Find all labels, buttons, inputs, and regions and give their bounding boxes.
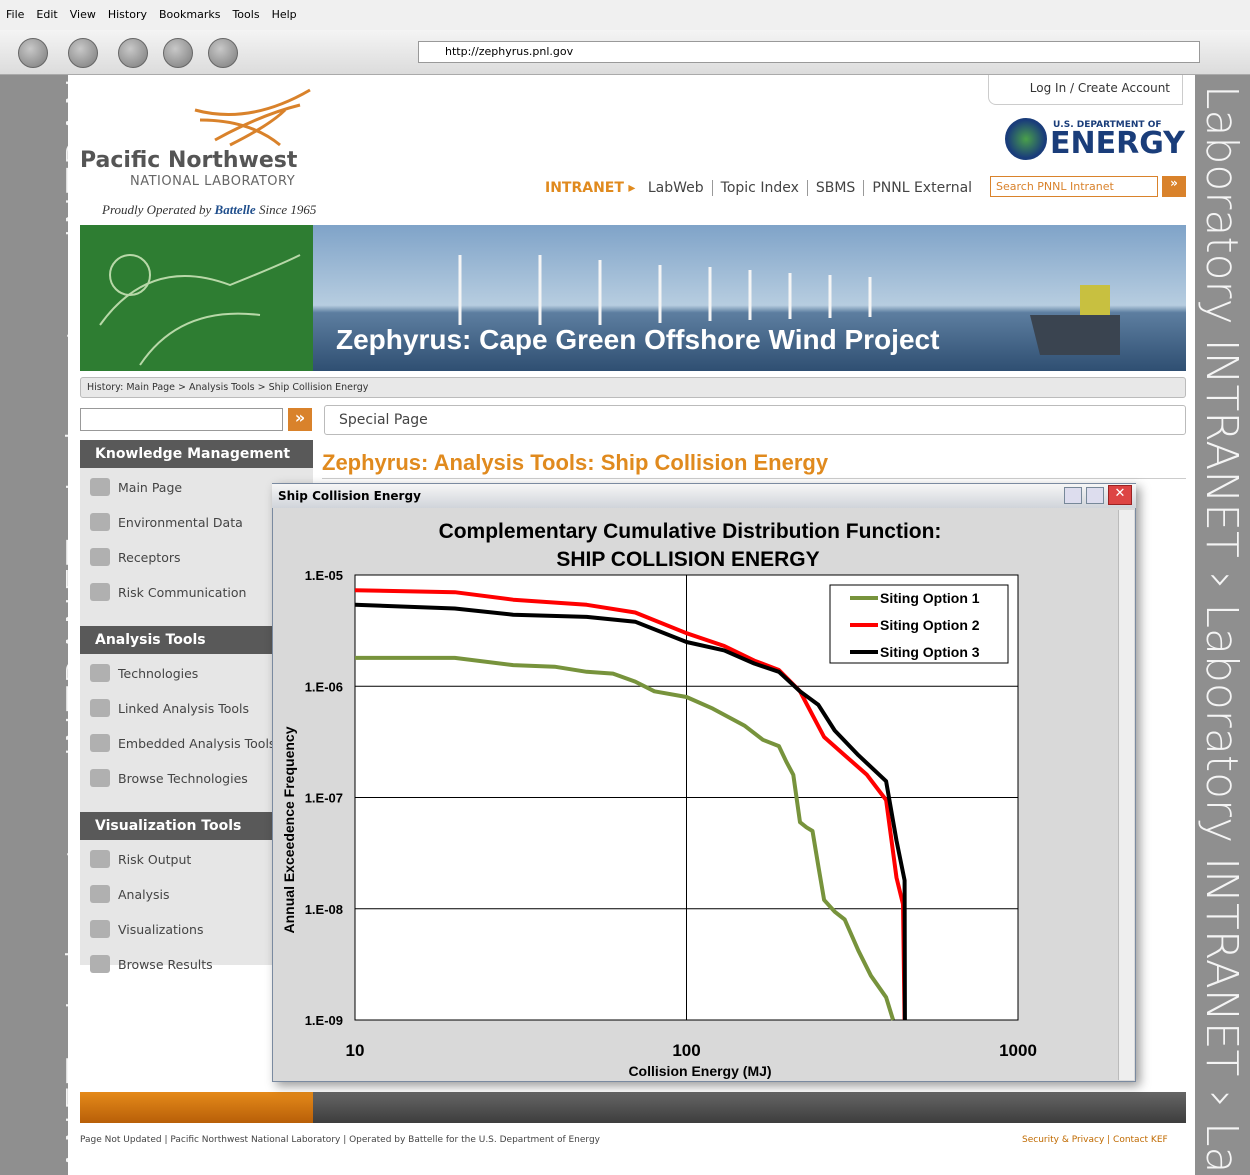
stop-button[interactable] (163, 38, 193, 68)
sidebar-icon (90, 955, 110, 973)
nav-link[interactable]: LabWeb (647, 180, 704, 196)
chart-title: Complementary Cumulative Distribution Fu… (439, 520, 942, 543)
chart-subtitle: SHIP COLLISION ENERGY (556, 548, 819, 571)
banner-title: Zephyrus: Cape Green Offshore Wind Proje… (336, 324, 939, 355)
sidebar-link[interactable]: Receptors (118, 550, 181, 565)
x-tick-label: 100 (672, 1041, 700, 1060)
doe-big: ENERGY (1050, 126, 1185, 161)
window-title: Ship Collision Energy (272, 484, 1136, 508)
menu-item[interactable]: Help (271, 8, 297, 21)
sidebar-link[interactable]: Technologies (118, 666, 199, 681)
footer-links[interactable]: Security & Privacy | Contact KEF (1022, 1135, 1168, 1145)
sidebar-link[interactable]: Analysis (118, 887, 170, 902)
sidebar-link[interactable]: Embedded Analysis Tools (118, 736, 276, 751)
y-tick-label: 1.E-06 (305, 679, 343, 694)
nav-label: INTRANET (545, 180, 624, 196)
sidebar-section-title: Knowledge Management (80, 440, 313, 468)
footer-text: Page Not Updated | Pacific Northwest Nat… (80, 1135, 600, 1145)
footer-bar-accent (80, 1092, 313, 1123)
menu-item[interactable]: Edit (36, 8, 58, 21)
nav-link[interactable]: SBMS (806, 180, 864, 196)
search-button[interactable]: » (1162, 176, 1186, 197)
logo-name: Pacific Northwest (80, 148, 298, 173)
series-line (355, 655, 896, 1021)
sidebar-icon (90, 548, 110, 566)
menu-bar: File Edit View History Bookmarks Tools Help (0, 0, 1250, 30)
x-axis-label: Collision Energy (MJ) (628, 1063, 771, 1079)
sidebar-icon (90, 664, 110, 682)
banner: Zephyrus: Cape Green Offshore Wind Proje… (80, 225, 1186, 371)
right-banner-text: Laboratory INTRANET › Laboratory INTRANE… (1196, 85, 1247, 1175)
sidebar-icon (90, 478, 110, 496)
menu-item[interactable]: Tools (232, 8, 260, 21)
series-line (354, 602, 907, 1021)
tagline-end: Since 1965 (258, 202, 317, 217)
sidebar-icon (90, 583, 110, 601)
scrollbar[interactable] (1118, 510, 1134, 1080)
sidebar-link[interactable]: Risk Output (118, 852, 192, 867)
sidebar-link[interactable]: Browse Technologies (118, 771, 248, 786)
legend-label: Siting Option 3 (880, 644, 980, 660)
sidebar-icon (90, 734, 110, 752)
y-tick-label: 1.E-07 (305, 791, 343, 806)
forward-button[interactable] (68, 38, 98, 68)
y-tick-label: 1.E-05 (305, 568, 343, 583)
sidebar-icon (90, 920, 110, 938)
right-strip: Laboratory INTRANET › Laboratory INTRANE… (1195, 75, 1250, 1175)
sidebar-link[interactable]: Visualizations (118, 922, 204, 937)
sidebar-link[interactable]: Linked Analysis Tools (118, 701, 250, 716)
tagline-start: Proudly Operated by (102, 202, 212, 217)
breadcrumb: History: Main Page > Analysis Tools > Sh… (80, 377, 1186, 398)
sidebar-search-button[interactable]: » (288, 408, 312, 431)
left-banner-text: ANET › Laboratory INTRANET › Laboratory … (58, 75, 68, 1175)
menu-item[interactable]: File (6, 8, 25, 21)
legend-label: Siting Option 2 (880, 617, 980, 633)
home-button[interactable] (208, 38, 238, 68)
tagline: Proudly Operated by Battelle Since 1965 (102, 202, 316, 218)
search-box[interactable]: Search PNNL Intranet (990, 176, 1158, 197)
sidebar-link[interactable]: Environmental Data (118, 515, 243, 530)
sidebar-icon (90, 885, 110, 903)
nav-link[interactable]: Topic Index (711, 180, 807, 196)
url-bar[interactable]: http://zephyrus.pnl.gov (418, 41, 1200, 63)
close-button[interactable]: ✕ (1108, 485, 1132, 505)
maximize-button[interactable] (1086, 487, 1104, 504)
y-axis-label: Annual Exceedence Frequency (281, 726, 297, 933)
y-tick-label: 1.E-08 (305, 902, 343, 917)
x-tick-label: 10 (346, 1041, 365, 1060)
doe-small: U.S. DEPARTMENT OF (1053, 120, 1162, 130)
legend-label: Siting Option 1 (880, 590, 980, 606)
sidebar-icon (90, 769, 110, 787)
special-page-tab[interactable]: Special Page (324, 405, 1186, 435)
minimize-button[interactable] (1064, 487, 1082, 504)
y-tick-label: 1.E-09 (305, 1013, 343, 1028)
back-button[interactable] (18, 38, 48, 68)
reload-button[interactable] (118, 38, 148, 68)
left-strip: ANET › Laboratory INTRANET › Laboratory … (0, 75, 68, 1175)
tagline-brand: Battelle (214, 202, 256, 217)
sidebar-icon (90, 699, 110, 717)
sidebar-icon (90, 850, 110, 868)
sidebar-link[interactable]: Main Page (118, 480, 183, 495)
menu-item[interactable]: History (107, 8, 147, 21)
nav-bar: INTRANET ▸ LabWeb Topic Index SBMS PNNL Ext… (545, 180, 981, 196)
doe-seal (1005, 118, 1047, 160)
chart: Complementary Cumulative Distribution Fu… (273, 509, 1116, 1081)
sidebar-icon (90, 513, 110, 531)
logo-subtitle: NATIONAL LABORATORY (130, 174, 296, 189)
sidebar-link[interactable]: Browse Results (118, 957, 213, 972)
sidebar-link[interactable]: Risk Communication (118, 585, 247, 600)
heading-rule (322, 478, 1186, 479)
footer-bar (313, 1092, 1186, 1123)
menu-item[interactable]: Bookmarks (158, 8, 221, 21)
page-heading: Zephyrus: Analysis Tools: Ship Collision… (322, 450, 829, 475)
nav-link[interactable]: PNNL External (863, 180, 981, 196)
sidebar-search[interactable] (80, 408, 283, 431)
menu-item[interactable]: View (69, 8, 96, 21)
account-link[interactable]: Log In / Create Account (988, 75, 1183, 105)
x-tick-label: 1000 (999, 1041, 1037, 1060)
logo-mark (194, 88, 311, 147)
